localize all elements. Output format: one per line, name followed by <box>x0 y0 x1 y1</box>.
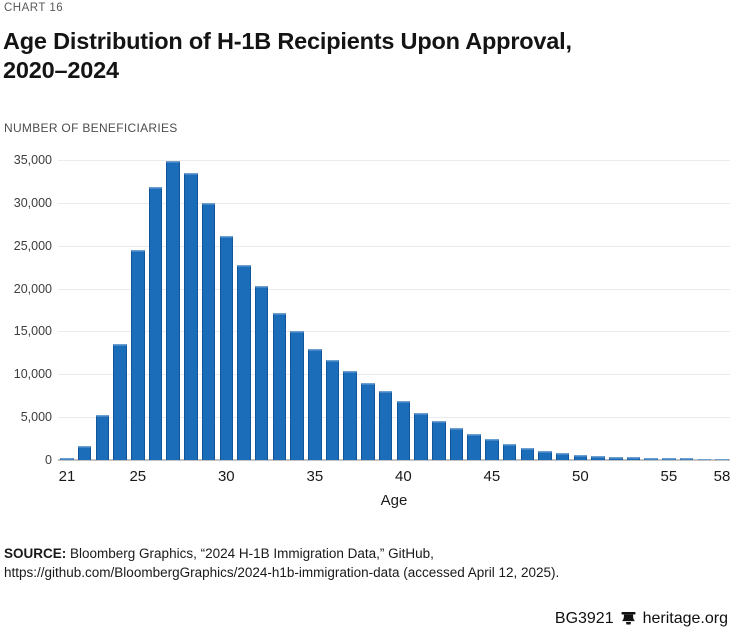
bar-age-39 <box>378 391 393 460</box>
x-tick-label: 25 <box>129 468 147 485</box>
bar-age-21 <box>60 457 74 460</box>
bar-age-50 <box>573 454 588 460</box>
gridline <box>58 202 730 204</box>
bar-age-29 <box>201 202 216 460</box>
gridline <box>58 245 730 247</box>
x-tick-label: 40 <box>395 468 412 485</box>
liberty-bell-icon <box>620 611 637 627</box>
bar-age-42 <box>432 421 446 460</box>
bar-age-28 <box>184 172 198 460</box>
bar-age-37 <box>343 370 357 460</box>
x-tick-label: 21 <box>58 468 76 485</box>
x-tick-label: 45 <box>483 468 501 485</box>
bar-age-44 <box>467 434 481 460</box>
footer-site: heritage.org <box>642 610 728 627</box>
bar-age-58 <box>715 458 729 460</box>
y-tick-label: 35,000 <box>13 153 52 167</box>
y-tick-label: 15,000 <box>13 324 52 339</box>
gridline <box>58 160 730 161</box>
y-tick-label: 10,000 <box>13 367 52 382</box>
bar-age-47 <box>520 447 535 460</box>
bar-age-52 <box>609 456 623 460</box>
bar-age-41 <box>414 412 428 460</box>
bar-age-46 <box>502 444 517 460</box>
bar-age-26 <box>148 186 163 460</box>
bar-age-24 <box>113 344 127 460</box>
bar-age-51 <box>591 455 605 460</box>
y-tick-label: 5,000 <box>20 410 52 425</box>
source-text: Bloomberg Graphics, “2024 H-1B Immigrati… <box>66 546 434 561</box>
gridline <box>58 374 730 376</box>
chart-number-label: CHART 16 <box>4 2 64 14</box>
bar-age-31 <box>237 264 251 460</box>
x-tick-label: 55 <box>660 468 678 485</box>
x-tick-label: 30 <box>217 468 235 485</box>
y-tick-label: 25,000 <box>13 238 52 253</box>
bar-age-53 <box>626 457 641 460</box>
bar-age-25 <box>131 250 145 460</box>
bar-age-38 <box>361 382 375 460</box>
bar-age-23 <box>95 414 110 460</box>
chart-title-line2: 2020–2024 <box>3 57 119 83</box>
bar-age-45 <box>485 439 499 460</box>
source-url: https://github.com/BloombergGraphics/202… <box>4 564 560 580</box>
bar-age-40 <box>396 400 411 460</box>
y-tick-label: 0 <box>45 453 52 467</box>
bar-age-32 <box>254 286 269 460</box>
bar-age-57 <box>697 458 712 460</box>
bar-age-33 <box>272 312 287 460</box>
gridline <box>58 331 730 333</box>
y-tick-label: 30,000 <box>13 195 52 210</box>
bar-age-35 <box>308 349 322 460</box>
gridline <box>58 288 730 290</box>
bar-age-30 <box>219 236 234 460</box>
y-axis-title: NUMBER OF BENEFICIARIES <box>4 121 178 135</box>
chart-title-line1: Age Distribution of H-1B Recipients Upon… <box>3 28 572 54</box>
bar-age-48 <box>538 450 552 460</box>
x-axis-title: Age <box>380 492 408 509</box>
bar-age-27 <box>166 160 180 460</box>
chart-title: Age Distribution of H-1B Recipients Upon… <box>3 27 713 85</box>
x-tick-label: 58 <box>713 468 731 485</box>
bar-age-49 <box>555 453 570 460</box>
bar-age-22 <box>77 446 92 460</box>
bar-age-43 <box>449 428 464 460</box>
x-tick-label: 50 <box>572 468 589 485</box>
bar-age-55 <box>662 458 676 460</box>
bar-age-36 <box>325 359 340 460</box>
y-tick-label: 20,000 <box>13 281 52 296</box>
footer: BG3921 heritage.org <box>555 610 728 628</box>
x-tick-label: 35 <box>306 468 324 485</box>
source-note: SOURCE: Bloomberg Graphics, “2024 H-1B I… <box>4 545 724 582</box>
plot-area: 35,000 30,000 25,000 20,000 15,000 10,000 5,00… <box>0 140 734 525</box>
footer-report-id: BG3921 <box>554 610 614 627</box>
bar-chart: 35,000 30,000 25,000 20,000 15,000 10,000 5,00… <box>0 140 734 525</box>
bar-age-54 <box>644 457 658 460</box>
x-axis-line <box>58 459 730 461</box>
source-label: SOURCE: <box>4 546 67 561</box>
gridline <box>58 417 730 419</box>
bar-age-56 <box>679 458 694 460</box>
bar-age-34 <box>290 330 304 460</box>
